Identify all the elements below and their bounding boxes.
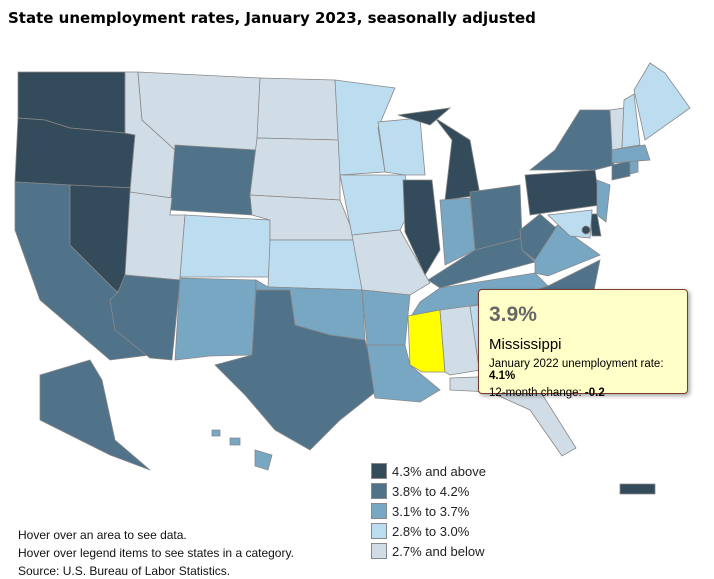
state-ia[interactable] bbox=[339, 174, 411, 236]
hover-note: Hover over an area to see data. bbox=[18, 528, 187, 542]
state-ar[interactable] bbox=[361, 289, 411, 346]
state-me[interactable] bbox=[633, 62, 691, 141]
legend-swatch bbox=[371, 523, 387, 539]
state-de[interactable] bbox=[589, 213, 602, 237]
state-wy[interactable] bbox=[169, 144, 258, 216]
legend-label: 2.7% and below bbox=[392, 543, 485, 559]
footer-notes: Hover over an area to see data. Hover ov… bbox=[18, 526, 294, 579]
tooltip-rate: 3.9% bbox=[489, 303, 537, 326]
tooltip-state-name: Mississippi bbox=[489, 336, 562, 353]
legend-item[interactable]: 2.8% to 3.0% bbox=[371, 521, 486, 541]
legend-item[interactable]: 2.7% and below bbox=[371, 541, 486, 561]
state-nm[interactable] bbox=[174, 277, 257, 361]
legend-note: Hover over legend items to see states in… bbox=[18, 546, 294, 560]
legend-swatch bbox=[371, 463, 387, 479]
state-ma[interactable] bbox=[611, 144, 651, 164]
change-label: 12-month change: bbox=[489, 387, 585, 399]
state-sd[interactable] bbox=[249, 137, 341, 201]
legend-item[interactable]: 3.8% to 4.2% bbox=[371, 481, 486, 501]
prev-rate-label: January 2022 unemployment rate: bbox=[489, 358, 664, 370]
tooltip-change: 12-month change: -0.2 bbox=[489, 387, 687, 399]
state-nh[interactable] bbox=[621, 93, 641, 149]
legend-label: 4.3% and above bbox=[392, 463, 486, 479]
legend-label: 2.8% to 3.0% bbox=[392, 523, 470, 539]
legend-swatch bbox=[371, 503, 387, 519]
state-tooltip: 3.9% Mississippi January 2022 unemployme… bbox=[478, 289, 688, 399]
legend-item[interactable]: 3.1% to 3.7% bbox=[371, 501, 486, 521]
state-mi[interactable] bbox=[434, 117, 481, 201]
state-mo[interactable] bbox=[351, 229, 431, 296]
state-pa[interactable] bbox=[524, 169, 601, 216]
state-hi[interactable] bbox=[211, 429, 221, 437]
state-md[interactable] bbox=[547, 209, 593, 239]
state-tx[interactable] bbox=[214, 289, 379, 451]
state-wi[interactable] bbox=[377, 117, 426, 176]
legend-swatch bbox=[371, 483, 387, 499]
legend-swatch bbox=[371, 543, 387, 559]
state-co[interactable] bbox=[179, 214, 271, 278]
state-hi[interactable] bbox=[254, 449, 273, 471]
prev-rate-value: 4.1% bbox=[489, 370, 516, 382]
state-mn[interactable] bbox=[334, 79, 396, 176]
state-ks[interactable] bbox=[267, 239, 363, 291]
state-al[interactable] bbox=[439, 305, 481, 376]
state-la[interactable] bbox=[366, 344, 441, 403]
source-note: Source: U.S. Bureau of Labor Statistics. bbox=[18, 564, 231, 578]
state-nd[interactable] bbox=[256, 77, 341, 141]
state-nj[interactable] bbox=[596, 179, 611, 223]
state-ri[interactable] bbox=[629, 160, 639, 175]
state-wv[interactable] bbox=[519, 213, 557, 261]
legend-item[interactable]: 4.3% and above bbox=[371, 461, 486, 481]
legend-label: 3.8% to 4.2% bbox=[392, 483, 470, 499]
map-title: State unemployment rates, January 2023, … bbox=[8, 9, 536, 27]
legend-label: 3.1% to 3.7% bbox=[392, 503, 470, 519]
state-mi[interactable] bbox=[397, 107, 452, 126]
state-ny[interactable] bbox=[528, 109, 615, 171]
change-value: -0.2 bbox=[584, 387, 605, 399]
state-ms[interactable] bbox=[407, 309, 446, 373]
tooltip-prev-rate: January 2022 unemployment rate: 4.1% bbox=[489, 358, 687, 382]
state-hi[interactable] bbox=[229, 437, 241, 446]
legend: 4.3% and above 3.8% to 4.2% 3.1% to 3.7%… bbox=[371, 461, 486, 561]
state-pr[interactable] bbox=[619, 483, 656, 495]
state-ak[interactable] bbox=[39, 359, 151, 471]
state-ct[interactable] bbox=[611, 160, 631, 181]
state-il[interactable] bbox=[402, 179, 441, 276]
state-dc[interactable] bbox=[581, 225, 591, 235]
